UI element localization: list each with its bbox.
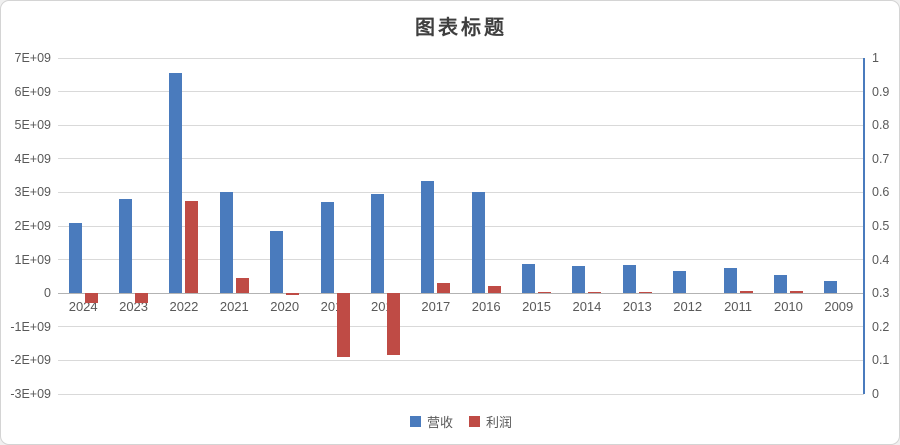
revenue-bar: [68, 222, 82, 294]
left-axis-tick-label: 4E+09: [14, 151, 52, 166]
left-axis-tick-label: 6E+09: [14, 84, 52, 99]
gridline: [58, 124, 864, 126]
x-axis-label: 2011: [724, 299, 753, 315]
legend-swatch-revenue-icon: [409, 416, 421, 427]
profit-bar: [538, 291, 552, 294]
x-axis-label: 2016: [471, 299, 501, 315]
left-axis-tick-label: 2E+09: [14, 219, 52, 233]
revenue-bar: [219, 192, 233, 294]
revenue-bar: [421, 180, 435, 294]
profit-bar: [739, 291, 753, 294]
gridline: [58, 393, 864, 395]
legend-label-revenue: 营收: [426, 415, 453, 430]
x-axis-label: 2012: [673, 299, 703, 315]
profit-bar: [487, 286, 501, 294]
right-axis-tick-label: 0.8: [872, 118, 890, 133]
x-axis-label: 2009: [824, 299, 854, 315]
gridline: [58, 326, 864, 328]
profit-bar: [386, 293, 400, 356]
profit-bar: [437, 283, 451, 294]
profit-bar: [185, 200, 199, 294]
right-axis-tick-label: 0.4: [872, 252, 890, 267]
revenue-bar: [622, 264, 636, 294]
profit-bar: [588, 291, 602, 294]
legend: 营收 利润: [58, 412, 864, 431]
chart-title: 图表标题: [415, 17, 507, 39]
right-axis-tick-label: 1: [872, 51, 879, 65]
profit-bar: [789, 291, 803, 294]
x-axis-label: 2017: [421, 299, 451, 315]
revenue-bar: [119, 199, 133, 294]
zero-axis-line: [58, 292, 864, 294]
profit-bar: [235, 278, 249, 294]
gridline: [58, 91, 864, 93]
right-axis-tick-label: 0.1: [872, 353, 890, 368]
x-axis-label: 2021: [219, 299, 249, 315]
revenue-bar: [773, 274, 787, 294]
gridline: [58, 57, 864, 59]
x-axis-label: 2014: [572, 299, 602, 315]
revenue-bar: [572, 266, 586, 294]
gridline: [58, 191, 864, 193]
profit-bar: [638, 291, 652, 294]
legend-label-profit: 利润: [486, 415, 513, 430]
revenue-bar: [723, 268, 737, 294]
revenue-bar: [270, 231, 284, 294]
left-axis-tick-label: -1E+09: [10, 319, 51, 334]
x-axis-label: 2020: [270, 299, 300, 315]
profit-bar: [135, 293, 149, 304]
x-axis-label: 2015: [522, 299, 552, 315]
profit-bar: [286, 293, 300, 295]
left-axis-tick-label: 3E+09: [14, 185, 52, 200]
x-axis-label: 2010: [773, 299, 803, 315]
right-axis-tick-label: 0.2: [872, 319, 890, 334]
legend-swatch-profit-icon: [469, 416, 480, 427]
revenue-bar: [824, 281, 838, 294]
x-axis-label: 2022: [169, 299, 199, 315]
revenue-bar: [370, 194, 384, 294]
revenue-bar: [522, 263, 536, 294]
right-axis-tick-label: 0.7: [872, 151, 890, 166]
revenue-bar: [673, 271, 687, 294]
left-axis-tick-label: -2E+09: [10, 353, 51, 368]
profit-bar: [84, 293, 98, 304]
left-axis-tick-label: -3E+09: [10, 387, 51, 401]
left-axis-tick-label: 7E+09: [14, 51, 52, 65]
right-axis-tick-label: 0.5: [872, 219, 890, 233]
gridline: [58, 359, 864, 361]
gridline: [58, 225, 864, 227]
secondary-axis-line: [863, 58, 865, 394]
gridline: [58, 158, 864, 160]
left-axis-tick-label: 0: [44, 286, 51, 301]
right-axis-tick-label: 0.9: [872, 84, 890, 99]
revenue-bar: [169, 73, 183, 294]
right-axis-tick-label: 0.3: [872, 286, 890, 301]
right-axis-tick-label: 0: [872, 387, 879, 401]
gridline: [58, 259, 864, 261]
legend-item-revenue: 营收: [409, 412, 453, 431]
right-axis-tick-label: 0.6: [872, 185, 890, 200]
left-axis-tick-label: 1E+09: [14, 252, 52, 267]
revenue-bar: [471, 192, 485, 294]
x-axis-label: 2013: [622, 299, 652, 315]
left-axis-tick-label: 5E+09: [14, 118, 52, 133]
profit-bar: [336, 293, 350, 358]
legend-item-profit: 利润: [469, 412, 512, 431]
revenue-bar: [320, 202, 334, 294]
